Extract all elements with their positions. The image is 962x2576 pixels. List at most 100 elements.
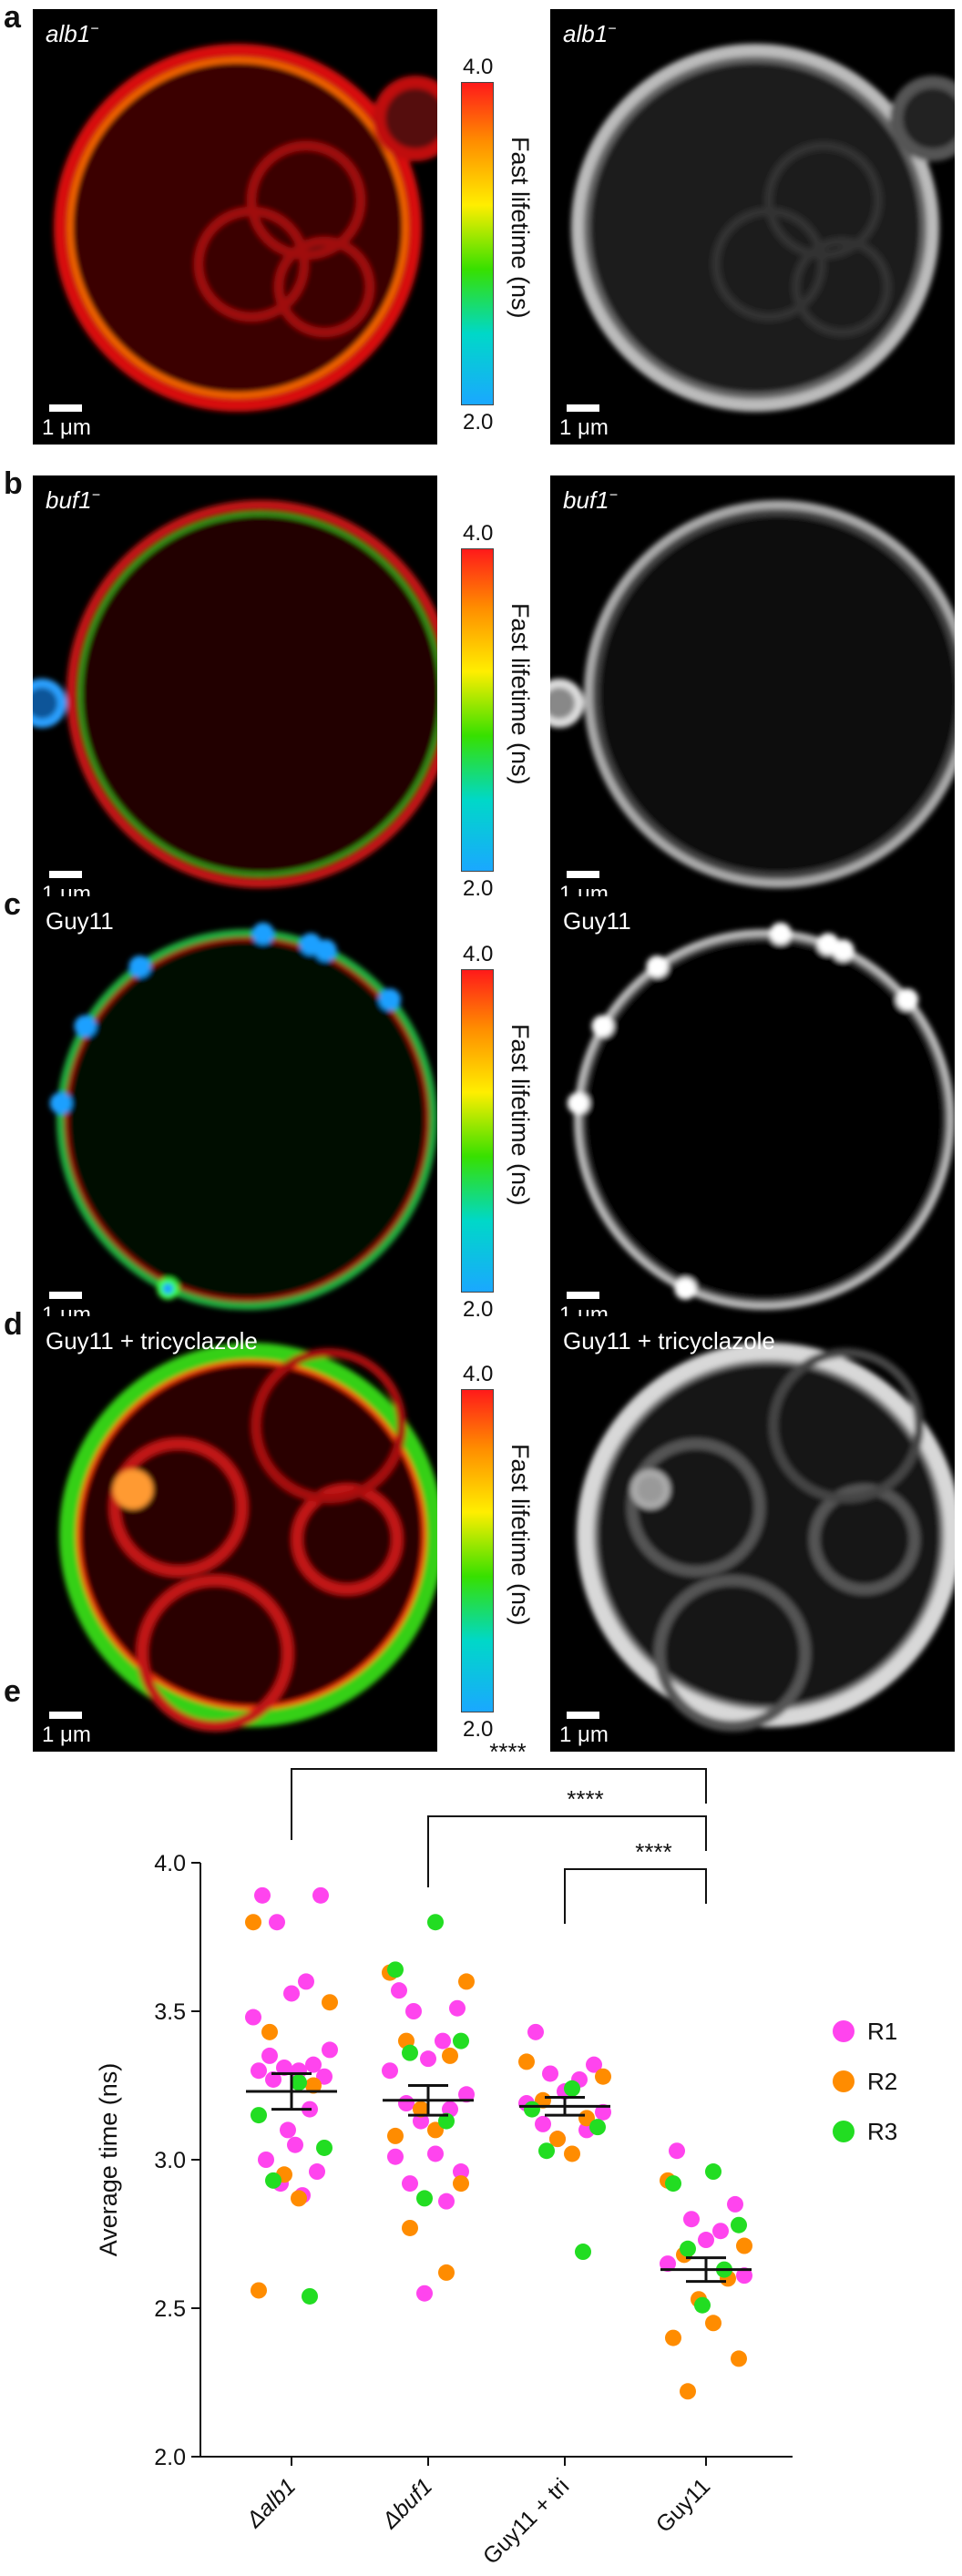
data-point-r3	[427, 1914, 444, 1931]
significance-bracket	[291, 1768, 707, 1840]
flim-image-a: alb1− 1 μm	[33, 9, 437, 445]
data-point-r2	[322, 1994, 338, 2011]
colorbar-min-label: 2.0	[463, 410, 494, 434]
data-point-r2	[413, 2101, 429, 2118]
data-point-r2	[680, 2383, 696, 2400]
data-point-r1	[683, 2211, 700, 2228]
panel-letter-e: e	[4, 1674, 21, 1709]
y-tick-label: 3.0	[154, 2148, 186, 2173]
data-point-r1	[698, 2232, 714, 2249]
data-point-r3	[524, 2101, 540, 2118]
data-point-r3	[575, 2244, 591, 2261]
data-point-r1	[712, 2223, 729, 2240]
image-label: Guy11 + tricyclazole	[563, 1327, 775, 1354]
intensity-image-d: Guy11 + tricyclazole 1 μm	[550, 1316, 955, 1752]
data-point-r3	[680, 2240, 696, 2257]
data-point-r1	[398, 2095, 414, 2112]
data-point-r2	[291, 2190, 307, 2207]
data-point-r3	[589, 2119, 606, 2136]
data-point-r1	[595, 2103, 611, 2121]
data-point-r3	[705, 2163, 722, 2181]
data-point-r3	[731, 2216, 747, 2234]
data-point-r1	[245, 2009, 261, 2026]
data-point-r3	[453, 2032, 469, 2050]
data-point-r1	[276, 2059, 292, 2076]
colorbar-axis-label: Fast lifetime (ns)	[507, 137, 534, 319]
data-point-r2	[438, 2264, 455, 2281]
data-point-r1	[265, 2070, 281, 2088]
scale-bar	[567, 404, 599, 412]
significance-bracket	[427, 1815, 707, 1887]
data-point-r3	[387, 1961, 404, 1978]
image-label: Guy11	[46, 907, 114, 935]
data-point-r1	[727, 2195, 743, 2213]
colorbar-min-label: 2.0	[463, 1717, 494, 1742]
data-point-r1	[387, 2148, 404, 2165]
data-point-r2	[387, 2127, 404, 2144]
data-point-r1	[261, 2047, 278, 2064]
data-point-r1	[258, 2152, 274, 2168]
data-point-r1	[535, 2115, 551, 2132]
scale-bar	[567, 1712, 599, 1719]
data-point-r1	[251, 2062, 267, 2080]
intensity-image-c: Guy11 1 μm	[550, 896, 955, 1332]
data-point-r3	[564, 2080, 580, 2097]
data-point-r1	[586, 2056, 602, 2073]
y-tick-label: 4.0	[154, 1851, 186, 1876]
colorbar-axis-label: Fast lifetime (ns)	[507, 1444, 534, 1626]
panel-letter-b: b	[4, 466, 23, 501]
data-point-r3	[694, 2296, 711, 2314]
x-tick-label: Guy11 + tri	[478, 2473, 574, 2569]
data-point-r2	[564, 2145, 580, 2162]
legend-label: R2	[867, 2068, 897, 2095]
data-point-r2	[261, 2023, 278, 2040]
data-point-r2	[245, 1914, 261, 1931]
data-point-r3	[538, 2142, 555, 2160]
data-point-r1	[458, 2086, 475, 2103]
data-point-r1	[435, 2032, 451, 2050]
x-tick-label: Δbuf1	[376, 2473, 437, 2534]
scale-bar	[49, 1292, 82, 1299]
colorbar-max-label: 4.0	[463, 55, 494, 79]
data-point-r1	[287, 2136, 303, 2153]
panel-letter-a: a	[4, 0, 21, 35]
data-point-r3	[438, 2112, 455, 2130]
data-point-r3	[265, 2172, 281, 2189]
data-point-r1	[254, 1886, 271, 1904]
colorbar	[461, 969, 494, 1293]
scale-bar-label: 1 μm	[559, 1722, 609, 1747]
data-point-r1	[309, 2163, 325, 2181]
data-point-r3	[416, 2190, 433, 2207]
panel-letter-c: c	[4, 887, 21, 922]
legend-dot-r1	[833, 2020, 855, 2042]
data-point-r3	[402, 2044, 418, 2061]
data-point-r1	[382, 2062, 398, 2080]
y-axis-label: Average time (ns)	[95, 2063, 122, 2257]
data-point-r1	[416, 2285, 433, 2302]
data-point-r2	[549, 2131, 566, 2148]
data-point-r1	[427, 2145, 444, 2162]
image-label: buf1−	[563, 486, 618, 514]
data-point-r3	[251, 2107, 267, 2124]
data-point-r1	[669, 2142, 685, 2160]
scale-bar-label: 1 μm	[42, 415, 91, 440]
image-label: alb1−	[46, 20, 99, 47]
data-point-r2	[458, 1973, 475, 1990]
data-point-r2	[251, 2282, 267, 2299]
colorbar-axis-label: Fast lifetime (ns)	[507, 1024, 534, 1206]
data-point-r2	[595, 2068, 611, 2085]
legend-dot-r3	[833, 2121, 855, 2142]
data-point-r1	[280, 2121, 296, 2139]
data-point-r1	[391, 1982, 407, 1999]
image-label: alb1−	[563, 20, 617, 47]
data-point-r1	[438, 2193, 455, 2210]
scale-bar-label: 1 μm	[559, 415, 609, 440]
data-point-r3	[291, 2074, 307, 2091]
data-point-r1	[402, 2175, 418, 2193]
significance-label: ****	[567, 1785, 603, 1813]
data-point-r1	[283, 1985, 300, 2002]
flim-image-c: Guy11 1 μm	[33, 896, 437, 1332]
scale-bar	[567, 871, 599, 878]
data-point-r1	[542, 2065, 558, 2082]
colorbar-max-label: 4.0	[463, 1362, 494, 1386]
